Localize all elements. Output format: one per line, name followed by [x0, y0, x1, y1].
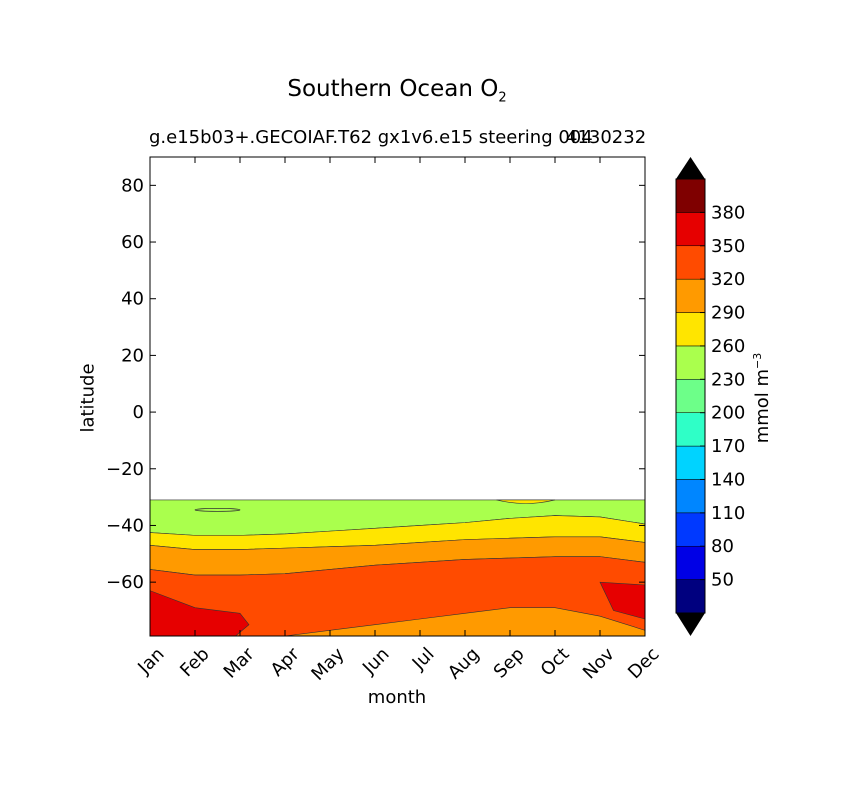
- colorbar-segment: [675, 245, 706, 280]
- y-tick-label: 0: [133, 402, 144, 423]
- colorbar-segment: [675, 479, 706, 514]
- colorbar-frame: [675, 178, 706, 614]
- x-tick-label: Mar: [220, 643, 259, 682]
- x-tick-label: Oct: [537, 644, 574, 681]
- colorbar-tick-label: 170: [711, 436, 745, 457]
- y-tick-label: −20: [106, 459, 144, 480]
- chart-title: Southern Ocean O2: [287, 76, 507, 106]
- y-tick-label: −40: [106, 515, 144, 536]
- chart-subtitle-right: 4130232: [566, 127, 647, 148]
- colorbar-segment: [675, 178, 706, 213]
- colorbar-segment: [675, 512, 706, 547]
- x-tick-label: Jul: [408, 644, 439, 675]
- x-tick-label: Nov: [579, 643, 619, 683]
- colorbar-extend-high: [676, 157, 705, 179]
- y-tick-label: −60: [106, 572, 144, 593]
- x-tick-label: Jun: [358, 644, 393, 679]
- colorbar-segment: [675, 345, 706, 380]
- x-tick-label: Dec: [624, 644, 663, 683]
- colorbar-tick-label: 200: [711, 403, 745, 424]
- y-tick-label: 20: [121, 345, 144, 366]
- x-tick-label: Sep: [490, 644, 529, 683]
- colorbar-segment: [675, 579, 706, 614]
- colorbar-segment: [675, 545, 706, 580]
- x-tick-label: Apr: [267, 643, 304, 680]
- colorbar-segment: [675, 278, 706, 313]
- x-tick-label: Jan: [133, 644, 168, 679]
- contour-patch-260: [496, 499, 556, 504]
- colorbar-segment: [675, 379, 706, 413]
- colorbar-tick-label: 110: [711, 503, 745, 524]
- colorbar-extend-low: [676, 613, 705, 636]
- colorbar-tick-label: 140: [711, 469, 745, 490]
- x-tick-label: Feb: [176, 644, 213, 681]
- plot-area: −60 −40 −20 0 20 40 60 80 Jan Feb Mar Apr May Jun Jul A…: [106, 156, 664, 685]
- colorbar-segment: [675, 312, 706, 347]
- colorbar-tick-label: 230: [711, 369, 745, 390]
- colorbar-segment: [675, 412, 706, 447]
- x-tick-label: May: [307, 643, 348, 684]
- colorbar-tick-label: 380: [711, 202, 745, 223]
- colorbar-tick-label: 50: [711, 570, 734, 591]
- y-tick-label: 40: [121, 289, 144, 310]
- contour-island-230: [194, 507, 241, 512]
- x-tick-label: Aug: [444, 644, 484, 684]
- colorbar-segment: [675, 445, 706, 480]
- colorbar-segment: [675, 212, 706, 247]
- colorbar-tick-label: 290: [711, 303, 745, 324]
- y-tick-label: 60: [121, 232, 144, 253]
- colorbar-tick-label: 80: [711, 536, 734, 557]
- y-tick-label: 80: [121, 175, 144, 196]
- colorbar-tick-label: 320: [711, 269, 745, 290]
- colorbar-tick-label: 350: [711, 236, 745, 257]
- x-axis-label: month: [367, 687, 427, 708]
- colorbar: 50 80 110 140 170 200 230 260 290 320 350 380: [675, 157, 745, 636]
- plot-frame: [149, 156, 646, 637]
- colorbar-tick-label: 260: [711, 336, 745, 357]
- chart-subtitle-left: g.e15b03+.GECOIAF.T62 gx1v6.e15 steering…: [149, 127, 593, 148]
